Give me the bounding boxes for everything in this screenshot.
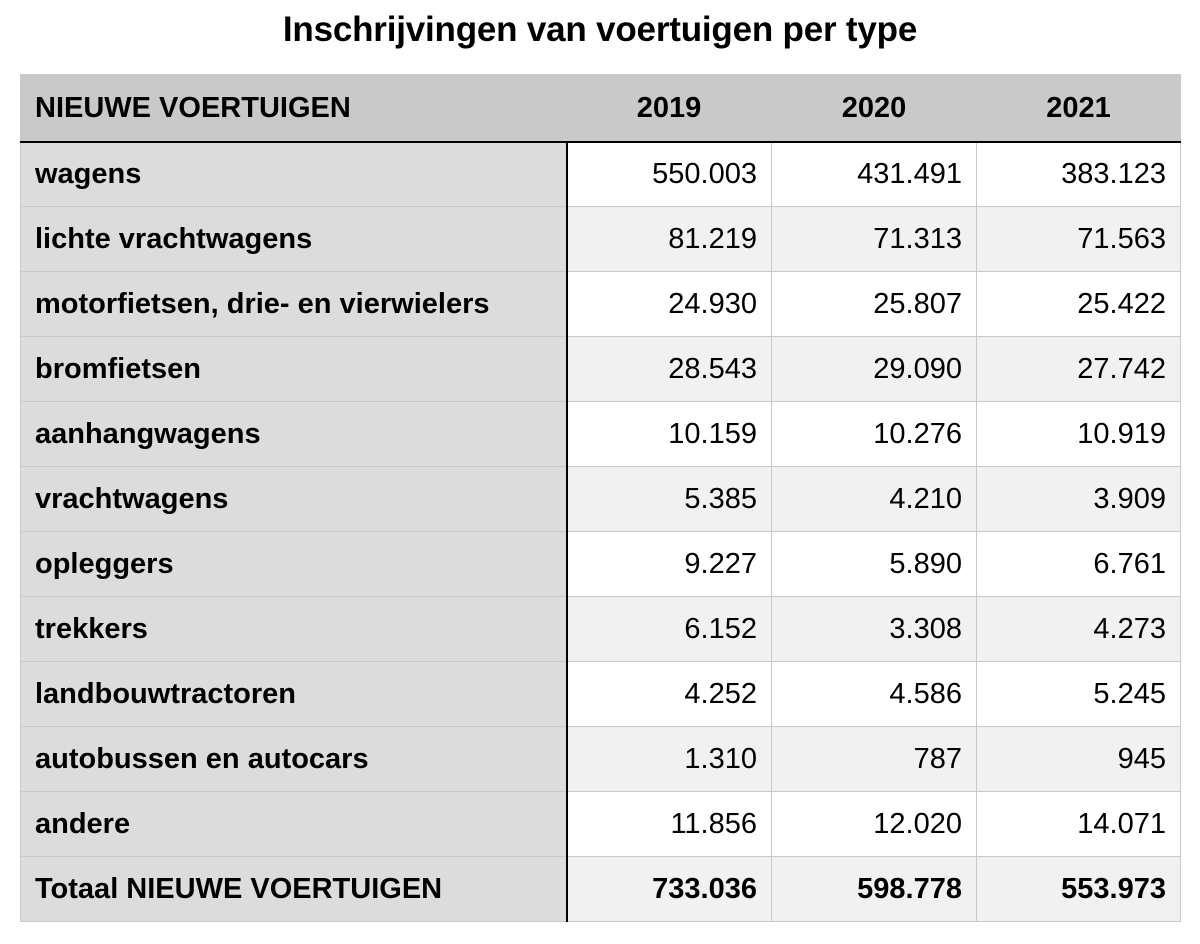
header-category: NIEUWE VOERTUIGEN (20, 74, 567, 143)
value-cell: 3.909 (976, 466, 1181, 532)
header-year-2021: 2021 (976, 74, 1181, 143)
value-cell: 4.586 (771, 661, 977, 727)
value-cell: 383.123 (976, 141, 1181, 207)
header-year-2019: 2019 (566, 74, 772, 143)
value-cell: 6.761 (976, 531, 1181, 597)
row-label: motorfietsen, drie- en vierwielers (20, 271, 568, 337)
row-label: landbouwtractoren (20, 661, 568, 727)
row-label: aanhangwagens (20, 401, 568, 467)
value-cell: 787 (771, 726, 977, 792)
table-row: andere 11.856 12.020 14.071 (20, 791, 1181, 857)
value-cell: 598.778 (771, 856, 977, 922)
row-label: andere (20, 791, 568, 857)
value-cell: 431.491 (771, 141, 977, 207)
row-label: opleggers (20, 531, 568, 597)
table-title: Inschrijvingen van voertuigen per type (282, 10, 918, 49)
value-cell: 14.071 (976, 791, 1181, 857)
table-row: wagens 550.003 431.491 383.123 (20, 141, 1181, 207)
table-row: autobussen en autocars 1.310 787 945 (20, 726, 1181, 792)
value-cell: 733.036 (566, 856, 772, 922)
value-cell: 1.310 (566, 726, 772, 792)
value-cell: 5.890 (771, 531, 977, 597)
table-row: lichte vrachtwagens 81.219 71.313 71.563 (20, 206, 1181, 272)
value-cell: 11.856 (566, 791, 772, 857)
row-label: trekkers (20, 596, 568, 662)
table-row: bromfietsen 28.543 29.090 27.742 (20, 336, 1181, 402)
value-cell: 10.919 (976, 401, 1181, 467)
value-cell: 945 (976, 726, 1181, 792)
value-cell: 81.219 (566, 206, 772, 272)
table-body: wagens 550.003 431.491 383.123 lichte vracht… (20, 141, 1181, 922)
value-cell: 4.252 (566, 661, 772, 727)
row-label: vrachtwagens (20, 466, 568, 532)
value-cell: 5.245 (976, 661, 1181, 727)
value-cell: 25.807 (771, 271, 977, 337)
value-cell: 29.090 (771, 336, 977, 402)
value-cell: 28.543 (566, 336, 772, 402)
row-label: bromfietsen (20, 336, 568, 402)
value-cell: 553.973 (976, 856, 1181, 922)
value-cell: 12.020 (771, 791, 977, 857)
value-cell: 6.152 (566, 596, 772, 662)
value-cell: 71.563 (976, 206, 1181, 272)
value-cell: 9.227 (566, 531, 772, 597)
value-cell: 550.003 (566, 141, 772, 207)
table-row: trekkers 6.152 3.308 4.273 (20, 596, 1181, 662)
row-label: Totaal NIEUWE VOERTUIGEN (20, 856, 568, 922)
value-cell: 27.742 (976, 336, 1181, 402)
value-cell: 3.308 (771, 596, 977, 662)
value-cell: 24.930 (566, 271, 772, 337)
header-year-2020: 2020 (771, 74, 977, 143)
row-label: autobussen en autocars (20, 726, 568, 792)
value-cell: 25.422 (976, 271, 1181, 337)
total-row: Totaal NIEUWE VOERTUIGEN 733.036 598.778 55… (20, 856, 1181, 922)
value-cell: 10.276 (771, 401, 977, 467)
table-row: vrachtwagens 5.385 4.210 3.909 (20, 466, 1181, 532)
vehicle-registrations-table: NIEUWE VOERTUIGEN 2019 2020 2021 wagens 5… (20, 74, 1181, 922)
value-cell: 4.273 (976, 596, 1181, 662)
row-label: lichte vrachtwagens (20, 206, 568, 272)
value-cell: 5.385 (566, 466, 772, 532)
value-cell: 71.313 (771, 206, 977, 272)
table-row: motorfietsen, drie- en vierwielers 24.930… (20, 271, 1181, 337)
table-row: landbouwtractoren 4.252 4.586 5.245 (20, 661, 1181, 727)
table-row: opleggers 9.227 5.890 6.761 (20, 531, 1181, 597)
row-label: wagens (20, 141, 568, 207)
value-cell: 10.159 (566, 401, 772, 467)
header-row: NIEUWE VOERTUIGEN 2019 2020 2021 (20, 74, 1181, 143)
table-row: aanhangwagens 10.159 10.276 10.919 (20, 401, 1181, 467)
value-cell: 4.210 (771, 466, 977, 532)
